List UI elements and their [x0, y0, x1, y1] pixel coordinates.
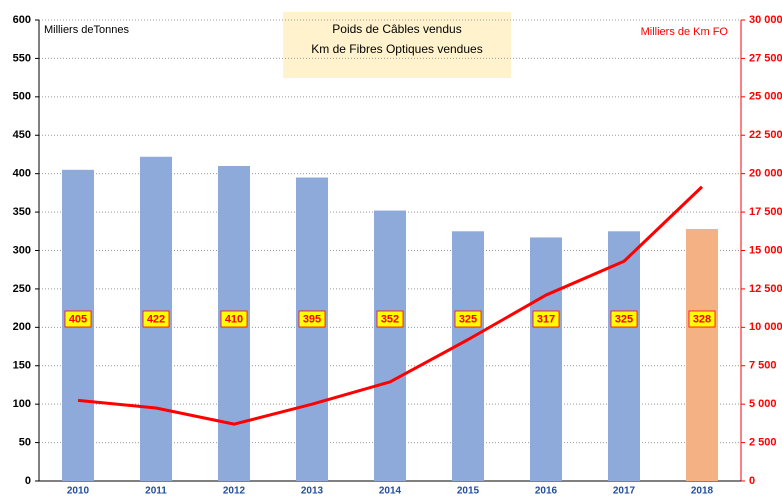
y-axis-label: Milliers deTonnes [44, 24, 129, 36]
y-tick-label: 0 [25, 475, 31, 487]
value-label: 317 [537, 313, 555, 325]
value-label-box [454, 310, 482, 328]
value-label: 352 [381, 313, 399, 325]
y-tick-label: 100 [13, 398, 31, 410]
x-tick-label: 2012 [223, 486, 246, 496]
x-tick-label: 2016 [535, 486, 558, 496]
y-tick-label: 250 [13, 283, 31, 295]
x-tick-label: 2017 [613, 486, 636, 496]
bar [452, 231, 484, 481]
x-tick-label: 2014 [379, 486, 402, 496]
value-label: 328 [693, 313, 711, 325]
y-tick-label: 450 [13, 129, 31, 141]
x-tick-label: 2015 [457, 486, 480, 496]
x-tick-label: 2018 [691, 486, 714, 496]
y2-tick-label: 5 000 [749, 398, 777, 410]
y2-tick-label: 10 000 [749, 321, 782, 333]
value-label-box [142, 310, 170, 328]
value-label: 395 [303, 313, 321, 325]
value-label: 405 [69, 313, 87, 325]
bar [296, 177, 328, 481]
y-tick-label: 500 [13, 91, 31, 103]
y2-tick-label: 15 000 [749, 244, 782, 256]
value-label: 422 [147, 313, 165, 325]
y2-tick-label: 20 000 [749, 168, 782, 180]
y2-tick-label: 2 500 [749, 436, 777, 448]
value-label: 410 [225, 313, 243, 325]
title-box [283, 12, 511, 78]
x-tick-label: 2011 [145, 486, 167, 496]
y-tick-label: 200 [13, 321, 31, 333]
bar [530, 237, 562, 481]
x-tick-label: 2010 [67, 486, 90, 496]
y2-tick-label: 17 500 [749, 206, 782, 218]
y2-axis-label: Milliers de Km FO [641, 26, 729, 38]
y2-tick-label: 22 500 [749, 129, 782, 141]
x-tick-label: 2013 [301, 486, 324, 496]
y-tick-label: 150 [13, 360, 31, 372]
y-tick-label: 300 [13, 244, 31, 256]
value-label-box [532, 310, 560, 328]
value-label: 325 [459, 313, 477, 325]
chart-title: Poids de Câbles vendus [332, 22, 461, 36]
value-label-box [376, 310, 404, 328]
y2-tick-label: 12 500 [749, 283, 782, 295]
chart-subtitle: Km de Fibres Optiques vendues [311, 42, 482, 56]
y2-tick-label: 30 000 [749, 14, 782, 26]
bar [686, 228, 718, 481]
value-label-box [220, 310, 248, 328]
y2-tick-label: 7 500 [749, 360, 777, 372]
value-label-box [610, 310, 638, 328]
value-label-box [64, 310, 92, 328]
y2-tick-label: 27 500 [749, 52, 782, 64]
value-label-box [298, 310, 326, 328]
y-tick-label: 550 [13, 52, 31, 64]
bar [608, 231, 640, 481]
y2-tick-label: 25 000 [749, 91, 782, 103]
y-tick-label: 600 [13, 14, 31, 26]
value-label: 325 [615, 313, 633, 325]
y-tick-label: 350 [13, 206, 31, 218]
line [77, 185, 704, 426]
y-tick-label: 50 [19, 436, 31, 448]
y2-tick-label: 0 [749, 475, 755, 487]
bar [374, 210, 406, 481]
y-tick-label: 400 [13, 168, 31, 180]
value-label-box [688, 310, 716, 328]
